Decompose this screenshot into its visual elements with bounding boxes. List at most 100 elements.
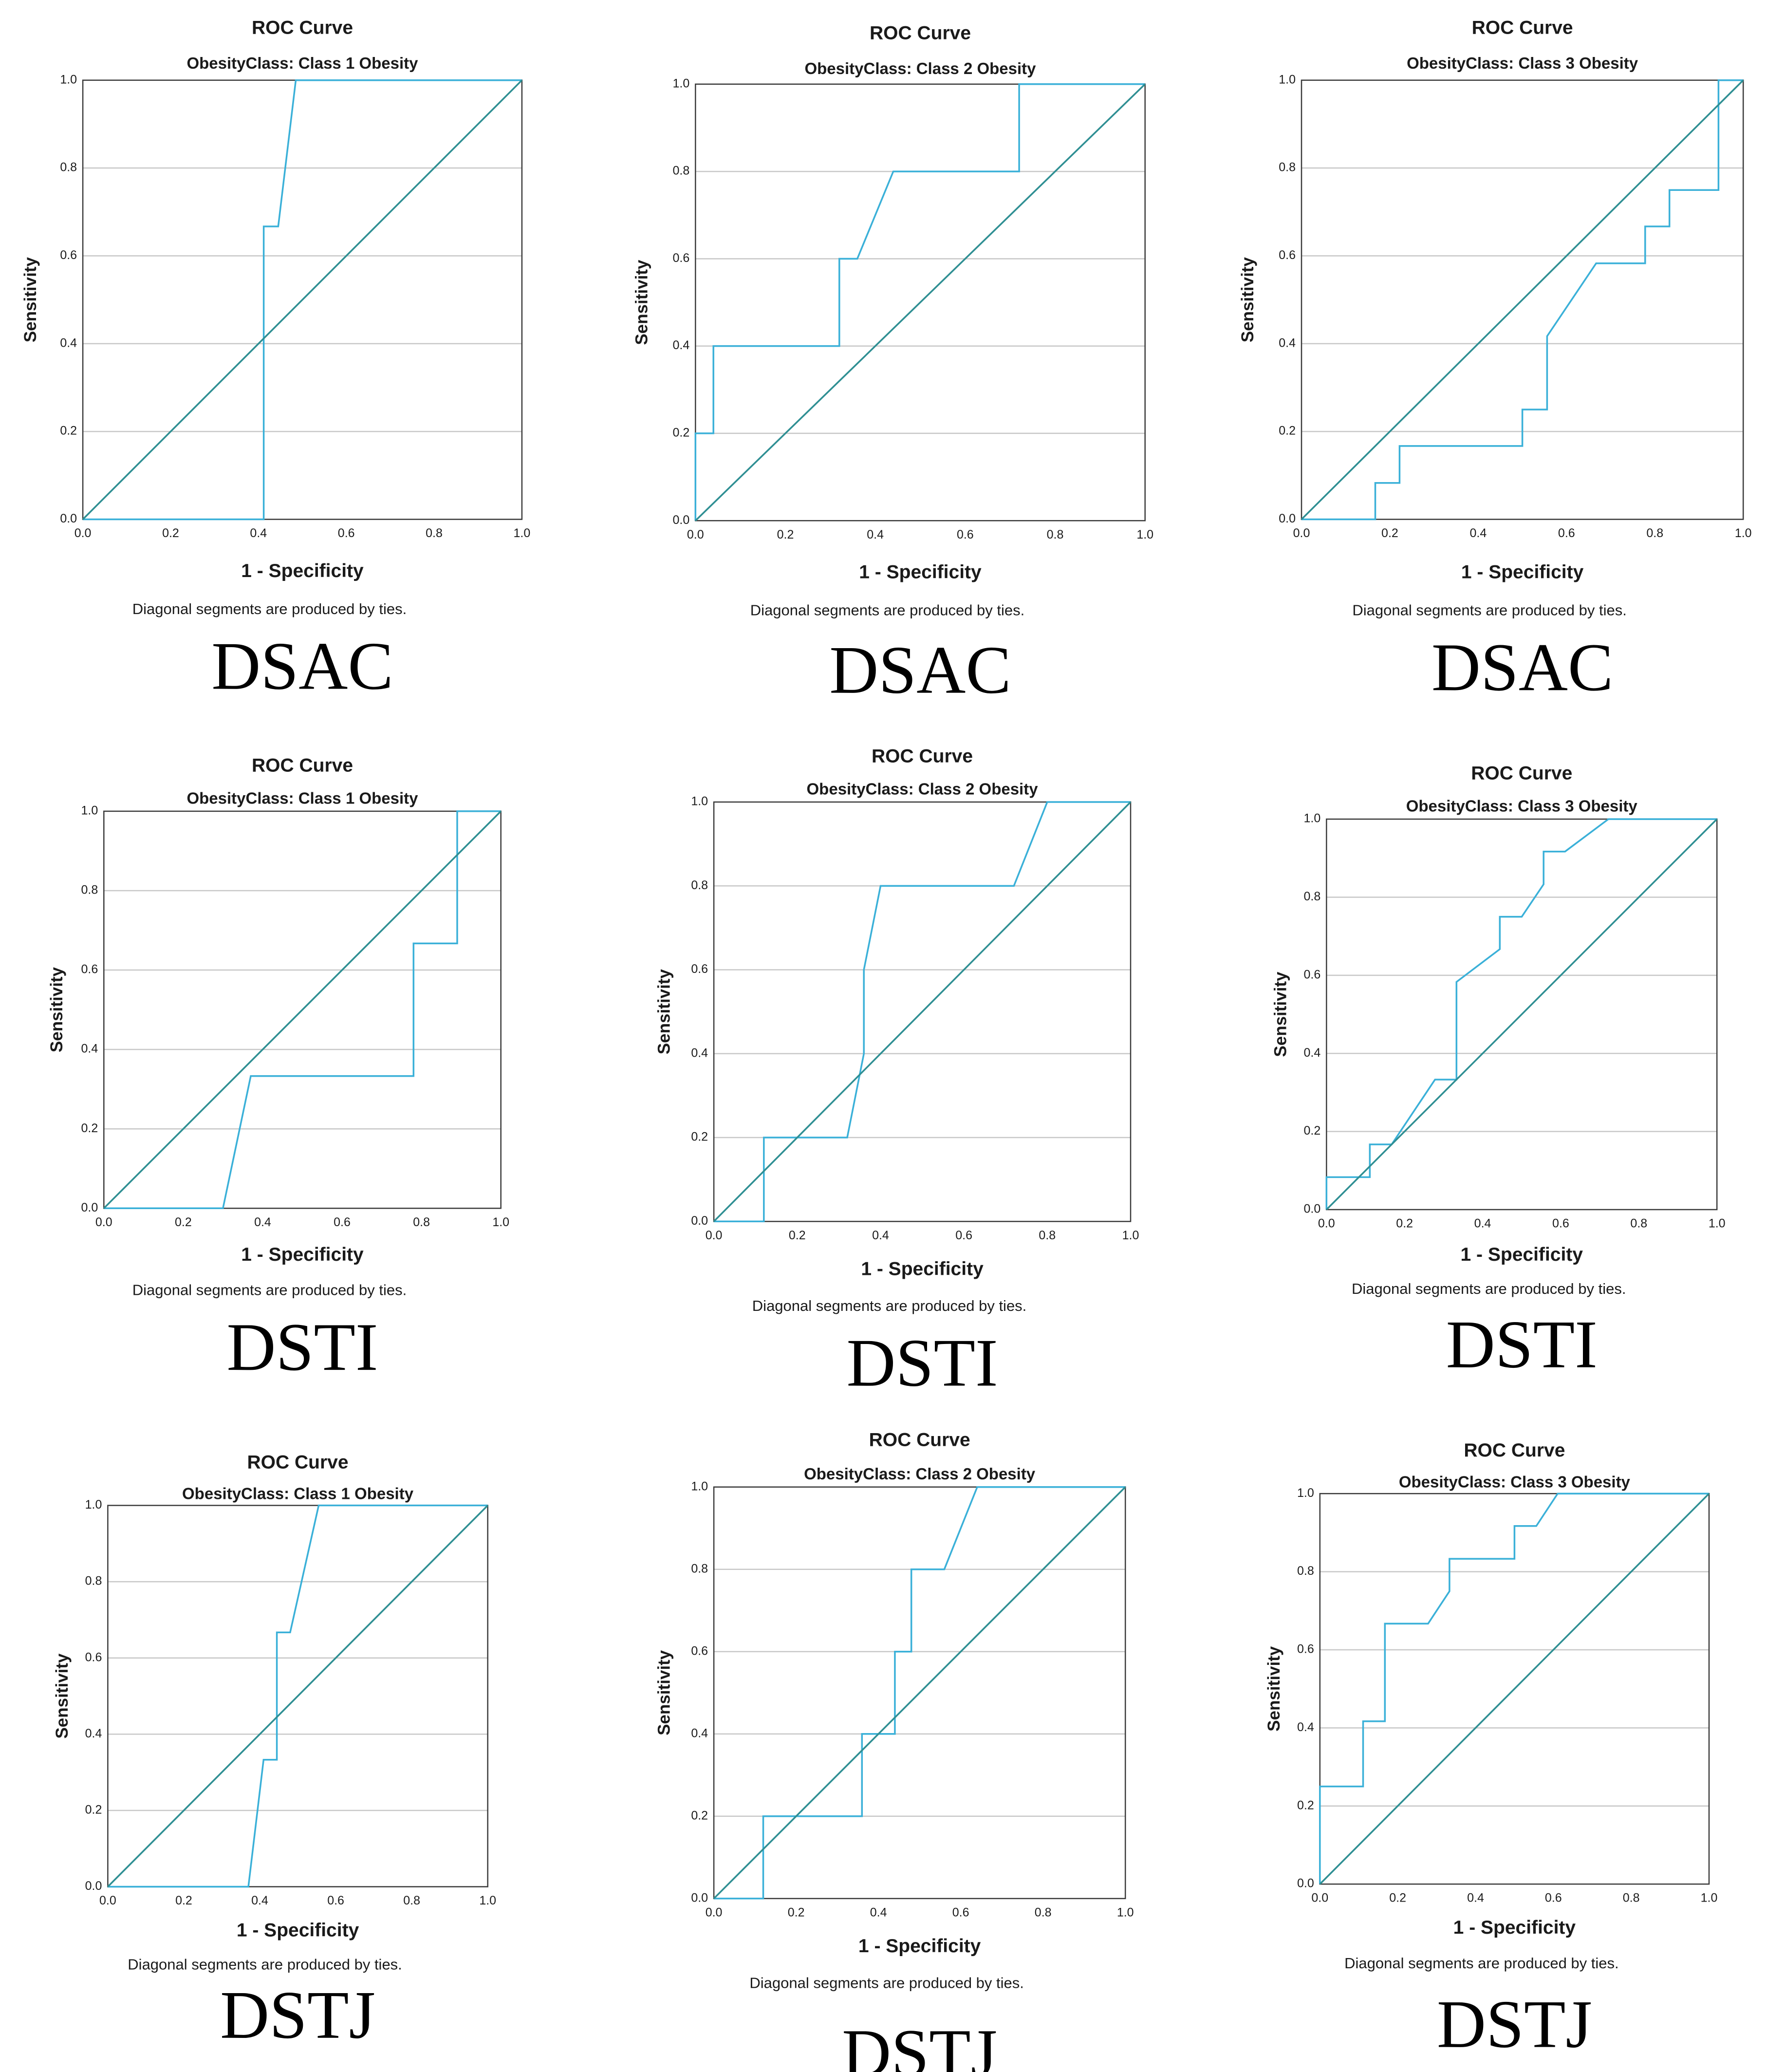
plot-frame	[107, 1505, 488, 1887]
x-tick-label: 1.0	[1701, 1891, 1718, 1905]
chart-title: ROC Curve	[247, 1452, 349, 1473]
x-tick-label: 0.0	[706, 1229, 723, 1242]
x-tick-label: 0.0	[687, 528, 704, 541]
y-tick-label: 0.4	[1279, 336, 1296, 350]
y-tick-label: 0.6	[1304, 968, 1321, 981]
method-name: DSAC	[829, 633, 1011, 708]
y-tick-label: 0.6	[673, 251, 690, 265]
x-tick-label: 0.0	[706, 1905, 723, 1919]
x-tick-label: 0.2	[162, 526, 179, 540]
y-tick-label: 0.8	[1279, 161, 1296, 174]
y-tick-label: 0.0	[85, 1879, 102, 1893]
x-tick-label: 0.2	[777, 528, 794, 541]
reference-line	[713, 1486, 1126, 1900]
x-tick-label: 0.6	[1552, 1217, 1569, 1231]
y-tick-label: 0.0	[691, 1891, 708, 1904]
y-axis-label: Sensitivity	[1238, 257, 1257, 343]
reference-line	[695, 83, 1146, 522]
x-tick-label: 0.6	[338, 526, 355, 540]
y-tick-label: 0.8	[1304, 890, 1321, 903]
x-axis-label: 1 - Specificity	[1453, 1917, 1576, 1938]
x-axis-label: 1 - Specificity	[241, 1244, 364, 1265]
plot-frame	[695, 83, 1146, 522]
y-tick-label: 0.2	[81, 1121, 98, 1135]
y-tick-label: 0.4	[60, 336, 77, 350]
y-tick-label: 0.0	[691, 1214, 708, 1228]
y-tick-label: 0.0	[1297, 1877, 1314, 1890]
x-tick-label: 1.0	[492, 1215, 509, 1229]
plot-frame	[1319, 1493, 1710, 1885]
x-tick-label: 0.4	[1467, 1891, 1484, 1905]
reference-line	[103, 810, 502, 1209]
y-tick-label: 0.0	[1279, 512, 1296, 525]
chart-footnote: Diagonal segments are produced by ties.	[752, 1297, 1027, 1314]
y-tick-label: 0.6	[691, 962, 708, 976]
y-tick-label: 0.8	[1297, 1564, 1314, 1578]
y-tick-label: 0.4	[81, 1042, 98, 1056]
y-tick-label: 0.4	[85, 1727, 102, 1740]
y-tick-label: 0.8	[691, 878, 708, 892]
y-axis-label: Sensitivity	[654, 969, 673, 1055]
x-tick-label: 0.0	[74, 526, 92, 540]
method-name: DSTI	[846, 1325, 998, 1401]
x-tick-label: 0.0	[95, 1215, 112, 1229]
x-tick-label: 0.6	[957, 528, 974, 541]
x-tick-label: 0.0	[1311, 1891, 1328, 1905]
y-axis-label: Sensitivity	[47, 967, 66, 1053]
x-tick-label: 1.0	[1709, 1217, 1726, 1231]
x-tick-label: 1.0	[1735, 526, 1752, 540]
chart-footnote: Diagonal segments are produced by ties.	[128, 1956, 402, 1973]
x-tick-label: 0.6	[952, 1905, 969, 1919]
x-tick-label: 1.0	[514, 526, 531, 540]
chart-title: ROC Curve	[872, 746, 973, 766]
chart-subtitle: ObesityClass: Class 1 Obesity	[186, 54, 418, 72]
x-tick-label: 0.8	[1039, 1229, 1056, 1242]
y-tick-label: 0.6	[1297, 1643, 1314, 1656]
x-axis-label: 1 - Specificity	[858, 1936, 981, 1957]
chart-subtitle: ObesityClass: Class 3 Obesity	[1399, 1473, 1631, 1491]
x-tick-label: 0.6	[1558, 526, 1575, 540]
y-tick-label: 0.0	[60, 512, 77, 525]
plot-frame	[1326, 818, 1718, 1211]
chart-subtitle: ObesityClass: Class 3 Obesity	[1407, 54, 1638, 72]
y-tick-label: 0.2	[1279, 424, 1296, 438]
chart-subtitle: ObesityClass: Class 3 Obesity	[1406, 797, 1638, 815]
chart-title: ROC Curve	[252, 755, 353, 776]
y-tick-label: 0.8	[85, 1574, 102, 1588]
y-tick-label: 0.0	[673, 513, 690, 527]
chart-footnote: Diagonal segments are produced by ties.	[1352, 602, 1627, 619]
y-tick-label: 1.0	[691, 795, 708, 808]
roc-chart-5: ROC Curve ObesityClass: Class 2 Obesity 0.…	[654, 746, 1139, 1400]
y-tick-label: 0.2	[691, 1130, 708, 1144]
plot-frame	[713, 1486, 1126, 1900]
y-tick-label: 0.4	[1297, 1720, 1314, 1734]
reference-line	[82, 79, 523, 520]
y-tick-label: 0.6	[81, 963, 98, 976]
y-tick-label: 0.6	[85, 1650, 102, 1664]
x-tick-label: 0.2	[1381, 526, 1398, 540]
y-tick-label: 1.0	[1279, 73, 1296, 86]
roc-chart-8: ROC Curve ObesityClass: Class 2 Obesity 0.…	[654, 1429, 1134, 2072]
y-tick-label: 0.4	[1304, 1046, 1321, 1060]
x-tick-label: 0.6	[327, 1894, 344, 1907]
y-tick-label: 0.2	[1304, 1124, 1321, 1138]
x-tick-label: 0.4	[870, 1905, 887, 1919]
y-tick-label: 0.6	[691, 1644, 708, 1658]
y-tick-label: 1.0	[81, 804, 98, 818]
x-tick-label: 0.2	[1389, 1891, 1406, 1905]
y-tick-label: 1.0	[60, 73, 77, 86]
reference-line	[713, 801, 1132, 1222]
x-tick-label: 1.0	[479, 1894, 496, 1907]
x-tick-label: 0.8	[1646, 526, 1663, 540]
y-tick-label: 0.8	[81, 883, 98, 897]
roc-chart-6: ROC Curve ObesityClass: Class 3 Obesity 0.…	[1271, 763, 1726, 1382]
roc-line	[108, 1504, 488, 1888]
y-tick-label: 0.0	[81, 1201, 98, 1214]
x-tick-label: 0.6	[955, 1229, 972, 1242]
x-tick-label: 0.8	[1630, 1217, 1647, 1231]
y-tick-label: 0.2	[60, 424, 77, 438]
x-tick-label: 0.8	[426, 526, 443, 540]
y-tick-label: 0.2	[1297, 1798, 1314, 1812]
x-tick-label: 1.0	[1117, 1905, 1134, 1919]
